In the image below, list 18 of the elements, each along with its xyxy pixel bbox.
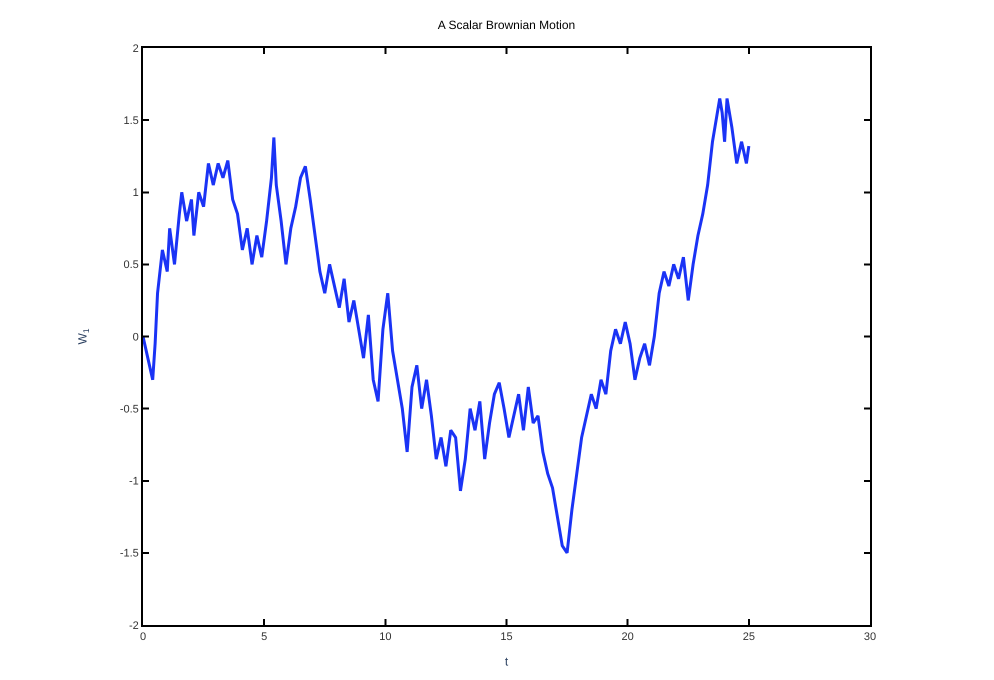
y-tick-label: 0.5 [124,259,139,272]
line-series [143,96,750,554]
chart-title: A Scalar Brownian Motion [438,18,576,32]
x-tick-label: 30 [864,631,876,644]
x-tick-label: 5 [261,631,268,644]
x-tick-label: 20 [622,631,634,644]
y-tick-label: -2 [129,620,139,632]
y-tick-label: 2 [132,42,139,55]
y-tick-label: 1.5 [124,114,139,127]
x-tick-label: 15 [500,631,513,644]
y-tick-label: -0.5 [120,403,139,416]
y-tick-label: -1 [129,476,139,488]
x-axis-title: t [504,654,509,669]
x-tick-label: 10 [379,631,392,644]
x-tick-label: 25 [742,631,755,644]
y-tick-label: 1 [132,187,139,200]
y-tick-label: -1.5 [120,548,139,560]
y-tick-label: 0 [132,331,139,344]
